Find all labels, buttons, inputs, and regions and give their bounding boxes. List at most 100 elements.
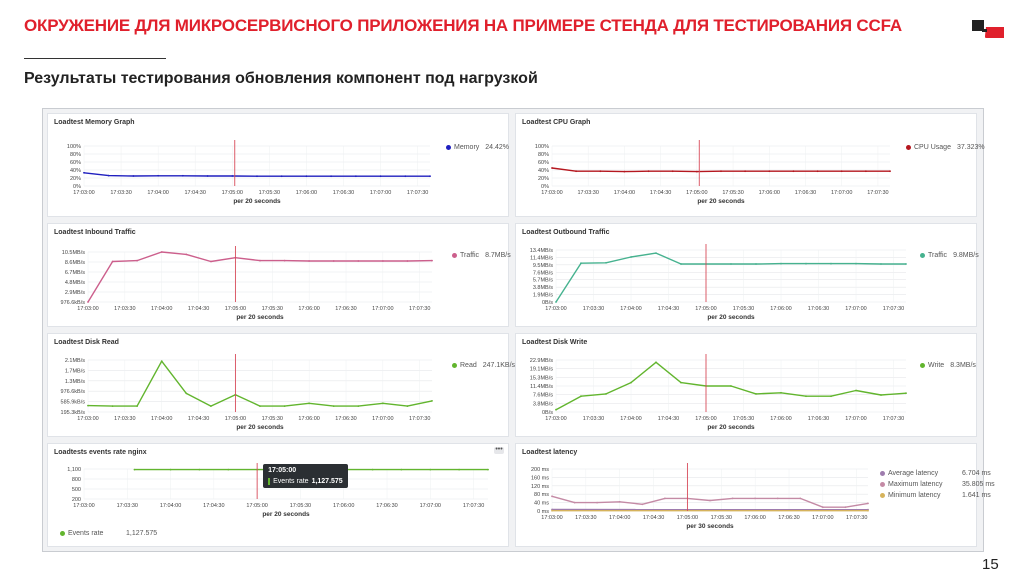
x-tick-label: 17:06:30 bbox=[778, 515, 799, 521]
x-tick-label: 17:04:00 bbox=[151, 306, 172, 312]
data-point bbox=[816, 170, 819, 173]
x-tick-label: 17:06:00 bbox=[296, 190, 317, 196]
data-point bbox=[730, 385, 732, 387]
data-point bbox=[905, 392, 907, 395]
data-point bbox=[880, 263, 882, 265]
x-tick-label: 17:03:00 bbox=[545, 306, 566, 312]
x-tick-label: 17:06:00 bbox=[298, 306, 319, 312]
title-underline bbox=[24, 58, 166, 59]
panel-title: Loadtests events rate nginx bbox=[54, 449, 147, 456]
data-point bbox=[400, 468, 403, 471]
panel-inbound[interactable]: Loadtest Inbound Traffic 10.5MB/s 8.6MB/s 6… bbox=[47, 223, 511, 327]
data-point bbox=[231, 175, 234, 177]
x-tick-label: 17:04:30 bbox=[185, 190, 206, 196]
x-tick-label: 17:03:30 bbox=[583, 416, 604, 422]
legend-entry[interactable]: Write 8.3MB/s bbox=[920, 360, 976, 371]
data-point bbox=[618, 500, 621, 503]
x-tick-label: 17:07:00 bbox=[370, 190, 391, 196]
x-axis-label: per 20 seconds bbox=[233, 198, 281, 205]
y-tick-label: 1.9MB/s bbox=[533, 293, 553, 299]
x-tick-label: 17:03:30 bbox=[117, 503, 138, 509]
y-tick-label: 11.4MB/s bbox=[530, 255, 553, 261]
legend: Traffic 9.8MB/s bbox=[920, 250, 979, 261]
data-point bbox=[87, 404, 89, 407]
data-point bbox=[664, 497, 666, 500]
slide-title: ОКРУЖЕНИЕ ДЛЯ МИКРОСЕРВИСНОГО ПРИЛОЖЕНИЯ… bbox=[24, 16, 902, 35]
legend-entry[interactable]: CPU Usage 37.323% bbox=[906, 142, 985, 153]
series-line-traffic bbox=[87, 251, 433, 303]
x-tick-label: 17:05:30 bbox=[259, 190, 280, 196]
panel-disk-write[interactable]: Loadtest Disk Write 22.9MB/s 19.1MB/s 15.3M… bbox=[515, 333, 977, 437]
panel-memory[interactable]: Loadtest Memory Graph 100% 80% 60% 40% 20% 0% 1… bbox=[47, 113, 509, 217]
y-tick-label: 100% bbox=[535, 144, 549, 150]
data-point bbox=[755, 393, 757, 395]
tooltip-label: Events rate bbox=[273, 478, 309, 485]
panel-cpu[interactable]: Loadtest CPU Graph 100% 80% 60% 40% 20% 0% 17:0… bbox=[515, 113, 985, 217]
x-tick-label: 17:06:00 bbox=[770, 416, 791, 422]
data-point bbox=[487, 468, 489, 471]
y-tick-label: 22.9MB/s bbox=[530, 358, 553, 364]
panel-events[interactable]: Loadtests events rate nginx ••• 1,100 800 50… bbox=[47, 443, 509, 547]
data-point bbox=[169, 468, 172, 471]
y-tick-label: 976.6kB/s bbox=[61, 389, 86, 395]
y-tick-label: 40% bbox=[538, 168, 549, 174]
legend-entry[interactable]: Minimum latency 1.641 ms bbox=[880, 490, 995, 501]
data-point bbox=[431, 259, 433, 262]
x-tick-label: 17:03:00 bbox=[73, 190, 94, 196]
data-point bbox=[867, 509, 869, 512]
legend-name: Traffic bbox=[928, 252, 948, 259]
x-tick-label: 17:07:00 bbox=[812, 515, 833, 521]
y-tick-label: 200 ms bbox=[531, 467, 549, 473]
data-point bbox=[160, 360, 163, 363]
data-point bbox=[382, 402, 384, 405]
legend-entry[interactable]: Memory 24.42% bbox=[446, 142, 509, 153]
data-point bbox=[905, 263, 907, 265]
y-tick-label: 800 bbox=[72, 477, 81, 483]
panel-outbound[interactable]: Loadtest Outbound Traffic 13.4MB/s 11.4MB/… bbox=[515, 223, 979, 327]
y-tick-label: 7.6MB/s bbox=[533, 393, 553, 399]
slide-subtitle: Результаты тестирования обновления компо… bbox=[24, 70, 538, 87]
x-tick-label: 17:06:30 bbox=[808, 306, 829, 312]
data-point bbox=[429, 468, 432, 471]
x-tick-label: 17:05:30 bbox=[733, 416, 754, 422]
legend-entry[interactable]: Traffic 9.8MB/s bbox=[920, 250, 979, 261]
y-tick-label: 80% bbox=[538, 152, 549, 158]
x-axis-label: per 20 seconds bbox=[236, 424, 284, 431]
chart-inbound: 10.5MB/s 8.6MB/s 6.7MB/s 4.8MB/s 2.9MB/s 976.… bbox=[61, 246, 433, 321]
x-tick-label: 17:04:00 bbox=[620, 306, 641, 312]
data-point bbox=[355, 175, 357, 178]
panel-disk-read[interactable]: Loadtest Disk Read 2.1MB/s 1.7MB/s 1.3MB/s 9… bbox=[47, 333, 515, 437]
legend-entry[interactable]: Events rate 1,127.575 bbox=[60, 528, 157, 539]
legend-entry[interactable]: Average latency 6.704 ms bbox=[880, 468, 995, 479]
data-point bbox=[357, 405, 360, 407]
x-tick-label: 17:04:30 bbox=[188, 306, 209, 312]
data-point bbox=[308, 260, 310, 262]
y-tick-label: 200 bbox=[72, 497, 81, 503]
legend-dot-icon bbox=[920, 362, 925, 368]
chart-memory: 100% 80% 60% 40% 20% 0%17:03:00 17:03:30 17:04:… bbox=[67, 140, 431, 205]
legend-dot-icon bbox=[452, 252, 457, 258]
data-point bbox=[840, 170, 843, 173]
x-tick-label: 17:06:30 bbox=[335, 306, 356, 312]
panel-menu-icon[interactable]: ••• bbox=[494, 446, 504, 454]
x-tick-label: 17:06:00 bbox=[333, 503, 354, 509]
y-tick-label: 20% bbox=[538, 176, 549, 182]
panel-latency[interactable]: Loadtest latency 200 ms 160 ms 120 ms 80 ms 4… bbox=[515, 443, 995, 547]
legend-entry[interactable]: Maximum latency 35.805 ms bbox=[880, 479, 995, 490]
x-tick-label: 17:05:00 bbox=[686, 190, 707, 196]
data-point bbox=[185, 253, 188, 256]
data-point bbox=[210, 405, 212, 407]
legend-entry[interactable]: Read 247.1KB/s bbox=[452, 360, 515, 371]
x-tick-label: 17:06:00 bbox=[298, 416, 319, 422]
legend-entry[interactable]: Traffic 8.7MB/s bbox=[452, 250, 511, 261]
data-point bbox=[182, 174, 184, 177]
data-point bbox=[754, 497, 756, 500]
data-point bbox=[107, 174, 110, 177]
data-point bbox=[555, 408, 557, 411]
data-point bbox=[551, 509, 553, 512]
grafana-dashboard: Loadtest Memory Graph 100% 80% 60% 40% 20% 0% 1… bbox=[42, 108, 995, 552]
legend-value: 8.3MB/s bbox=[950, 362, 976, 369]
y-tick-label: 585.9kB/s bbox=[61, 400, 86, 406]
legend-value: 1.641 ms bbox=[962, 492, 991, 499]
data-point bbox=[87, 301, 89, 303]
